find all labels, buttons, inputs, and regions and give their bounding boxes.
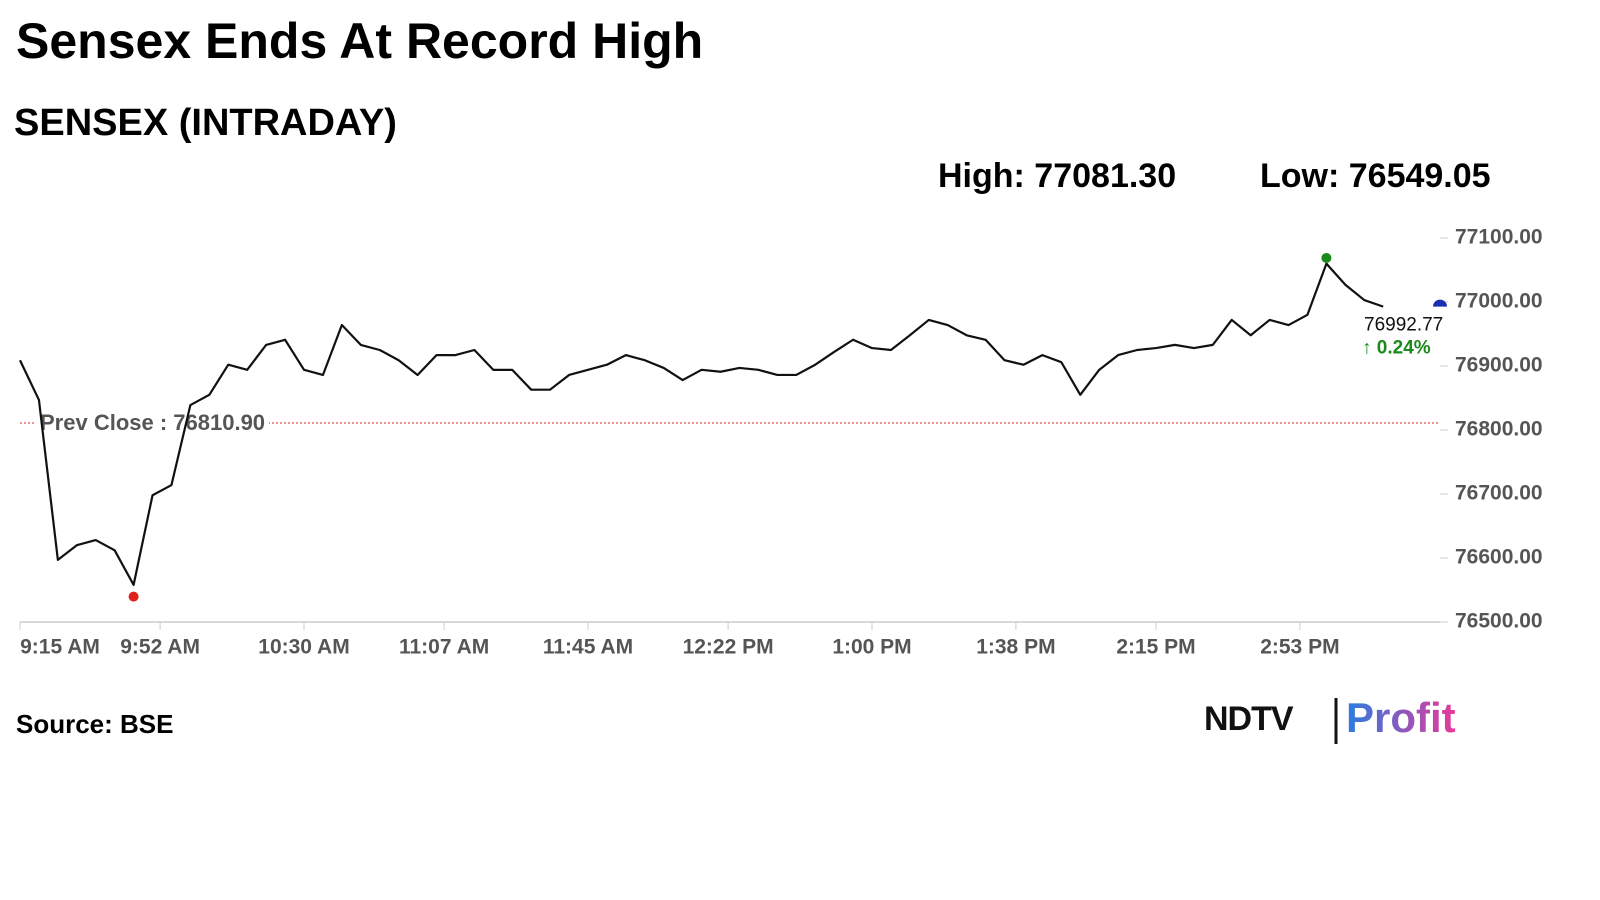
prev-close-label-bg	[36, 407, 270, 437]
high-marker	[1321, 252, 1332, 263]
last-marker	[1433, 299, 1447, 307]
x-tick-label: 2:53 PM	[1260, 636, 1339, 659]
last-value: 76992.77	[1364, 315, 1443, 336]
logo-ndtv: NDTV	[1204, 700, 1294, 738]
prev-close-label: Prev Close : 76810.90	[40, 410, 265, 435]
price-line	[19, 262, 1384, 586]
x-tick-label: 9:15 AM	[20, 636, 100, 659]
x-tick-label: 11:45 AM	[543, 636, 633, 659]
y-tick-label: 76900.00	[1455, 354, 1543, 377]
logo-profit: Profit	[1346, 694, 1456, 741]
x-tick-label: 9:52 AM	[120, 636, 200, 659]
x-tick-label: 11:07 AM	[399, 636, 489, 659]
chart-title: Sensex Ends At Record High	[16, 13, 703, 69]
chart-subtitle: SENSEX (INTRADAY)	[14, 102, 397, 144]
y-tick-label: 77100.00	[1455, 226, 1543, 249]
source: Source: BSE	[16, 709, 174, 739]
y-tick-label: 76600.00	[1455, 546, 1543, 569]
x-tick-label: 2:15 PM	[1116, 636, 1195, 659]
low-marker	[128, 591, 139, 602]
y-tick-label: 76800.00	[1455, 418, 1543, 441]
x-tick-label: 10:30 AM	[258, 636, 349, 659]
y-tick-label: 76500.00	[1455, 610, 1543, 633]
x-tick-label: 1:00 PM	[832, 636, 911, 659]
x-tick-label: 1:38 PM	[976, 636, 1055, 659]
y-tick-label: 77000.00	[1455, 290, 1543, 313]
y-tick-label: 76700.00	[1455, 482, 1543, 505]
low-label: Low: 76549.05	[1260, 157, 1491, 195]
x-tick-label: 12:22 PM	[683, 636, 774, 659]
high-label: High: 77081.30	[938, 157, 1176, 195]
change-label: ↑ 0.24%	[1362, 338, 1431, 359]
